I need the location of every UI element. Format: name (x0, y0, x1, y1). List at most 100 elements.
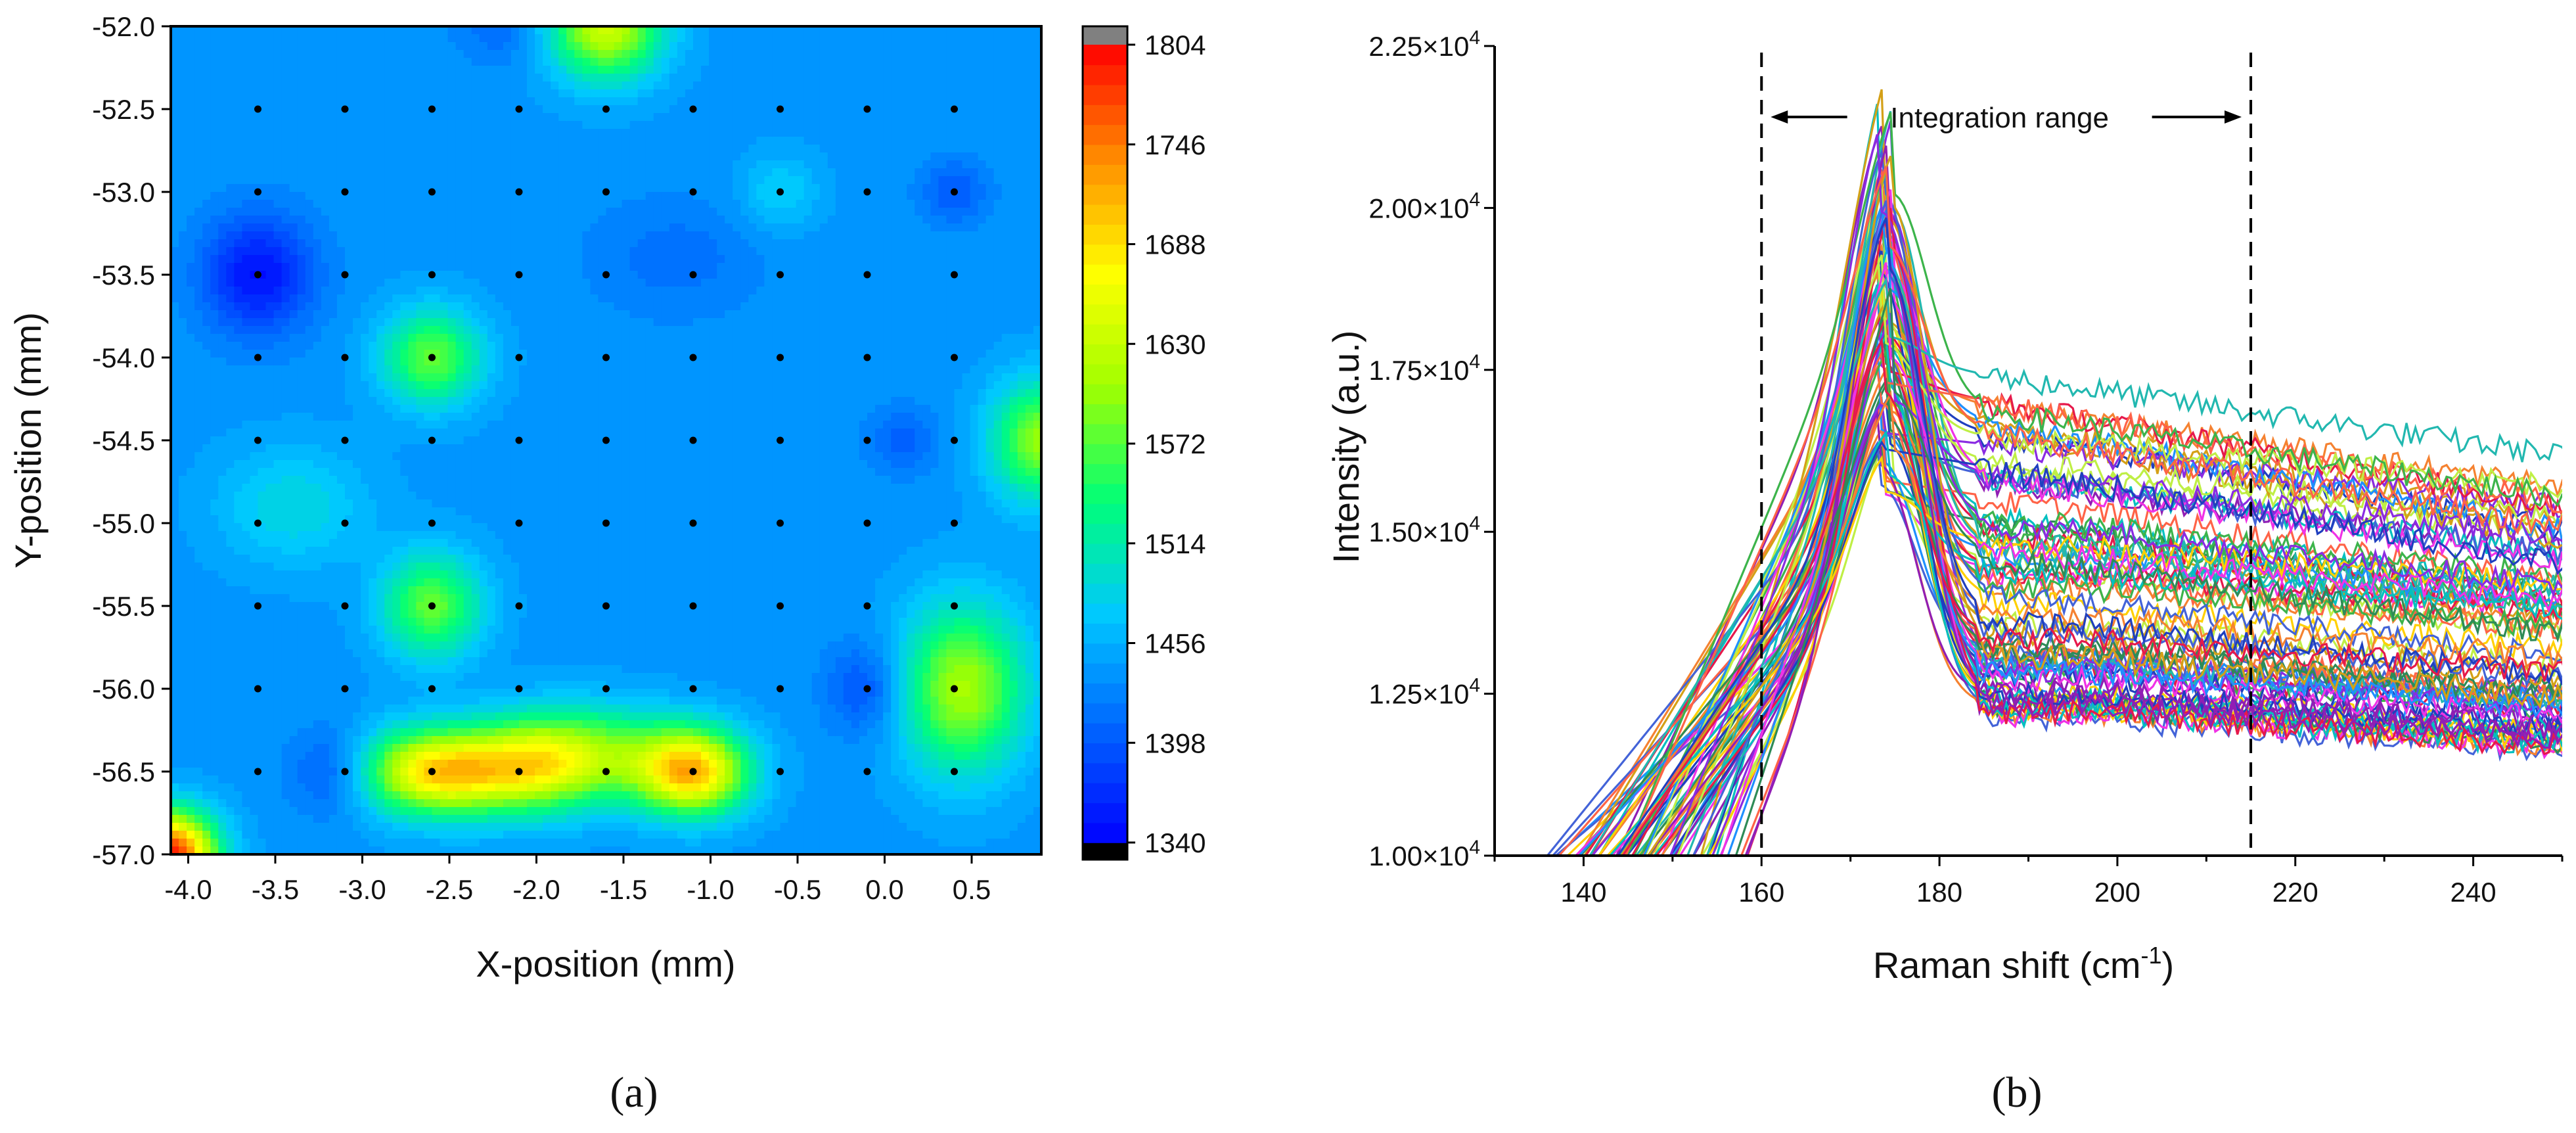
heatmap-cell (527, 310, 535, 319)
heatmap-cell (313, 26, 322, 35)
heatmap-cell (336, 287, 346, 295)
heatmap-cell (289, 507, 298, 516)
heatmap-cell (265, 58, 275, 66)
heatmap-cell (242, 641, 251, 650)
heatmap-cell (250, 657, 259, 666)
heatmap-cell (313, 563, 322, 571)
heatmap-cell (392, 145, 401, 153)
heatmap-cell (408, 444, 417, 453)
heatmap-cell (519, 160, 528, 169)
heatmap-cell (234, 649, 243, 658)
heatmap-cell (242, 421, 251, 429)
heatmap-cell (171, 594, 179, 603)
heatmap-cell (424, 752, 433, 760)
heatmap-cell (361, 594, 369, 603)
heatmap-cell (226, 799, 235, 808)
heatmap-cell (273, 168, 282, 177)
heatmap-cell (258, 200, 267, 208)
heatmap-cell (487, 66, 496, 74)
heatmap-cell (258, 492, 267, 500)
heatmap-cell (345, 279, 353, 287)
heatmap-cell (519, 807, 528, 816)
heatmap-cell (463, 807, 472, 816)
heatmap-cell (543, 223, 551, 232)
heatmap-cell (202, 326, 212, 335)
heatmap-cell (487, 287, 496, 295)
heatmap-cell (479, 555, 488, 563)
heatmap-cell (376, 815, 386, 823)
heatmap-cell (171, 350, 179, 358)
heatmap-cell (313, 89, 322, 98)
heatmap-cell (503, 610, 512, 618)
heatmap-cell (234, 712, 243, 721)
heatmap-cell (527, 137, 535, 145)
heatmap-cell (384, 436, 394, 445)
heatmap-cell (400, 523, 409, 532)
heatmap-cell (471, 744, 480, 752)
heatmap-cell (313, 468, 322, 476)
heatmap-cell (234, 752, 243, 760)
heatmap-cell (424, 381, 433, 390)
heatmap-cell (210, 334, 219, 342)
heatmap-cell (345, 152, 353, 161)
heatmap-cell (376, 618, 386, 626)
heatmap-cell (353, 160, 361, 169)
heatmap-cell (463, 326, 472, 335)
heatmap-cell (376, 641, 386, 650)
heatmap-cell (321, 326, 330, 335)
heatmap-cell (432, 129, 441, 137)
heatmap-cell (321, 145, 330, 153)
heatmap-cell (510, 697, 520, 705)
heatmap-cell (471, 208, 480, 216)
heatmap-cell (281, 570, 290, 579)
heatmap-cell (361, 358, 369, 366)
heatmap-cell (384, 697, 394, 705)
heatmap-cell (503, 578, 512, 587)
heatmap-cell (510, 160, 520, 169)
heatmap-cell (273, 263, 282, 271)
heatmap-cell (336, 815, 346, 823)
heatmap-cell (455, 381, 464, 390)
heatmap-cell (305, 444, 314, 453)
heatmap-cell (353, 66, 361, 74)
heatmap-cell (289, 168, 298, 177)
heatmap-cell (265, 436, 275, 445)
heatmap-cell (376, 705, 386, 713)
heatmap-cell (171, 839, 179, 847)
heatmap-cell (273, 570, 282, 579)
heatmap-cell (479, 263, 488, 271)
heatmap-cell (392, 570, 401, 579)
heatmap-cell (289, 247, 298, 256)
heatmap-cell (416, 271, 425, 279)
heatmap-cell (265, 381, 275, 390)
heatmap-cell (281, 192, 290, 200)
heatmap-cell (289, 58, 298, 66)
heatmap-cell (210, 460, 219, 469)
heatmap-cell (218, 760, 227, 768)
heatmap-cell (321, 271, 330, 279)
heatmap-cell (194, 318, 203, 327)
heatmap-cell (321, 618, 330, 626)
heatmap-cell (447, 263, 457, 271)
heatmap-cell (487, 365, 496, 374)
heatmap-cell (273, 350, 282, 358)
heatmap-cell (432, 499, 441, 508)
heatmap-cell (226, 791, 235, 800)
heatmap-cell (463, 831, 472, 839)
heatmap-cell (424, 799, 433, 808)
heatmap-cell (455, 137, 464, 145)
heatmap-cell (527, 499, 535, 508)
heatmap-cell (194, 184, 203, 193)
heatmap-cell (424, 712, 433, 721)
heatmap-cell (447, 839, 457, 847)
heatmap-cell (234, 673, 243, 682)
heatmap-cell (218, 476, 227, 484)
heatmap-cell (202, 34, 212, 43)
heatmap-cell (384, 775, 394, 784)
heatmap-cell (328, 452, 338, 461)
heatmap-cell (440, 271, 449, 279)
heatmap-cell (187, 129, 195, 137)
heatmap-cell (487, 555, 496, 563)
heatmap-cell (416, 184, 425, 193)
heatmap-cell (535, 192, 543, 200)
